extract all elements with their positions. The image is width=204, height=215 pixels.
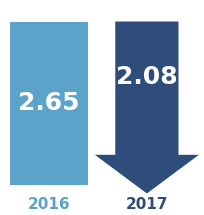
Text: 2.08: 2.08 — [116, 65, 178, 89]
Text: 2016: 2016 — [28, 197, 70, 212]
Polygon shape — [95, 22, 199, 194]
Text: 2.65: 2.65 — [18, 91, 80, 115]
Text: 2017: 2017 — [126, 197, 168, 212]
FancyBboxPatch shape — [10, 22, 88, 185]
